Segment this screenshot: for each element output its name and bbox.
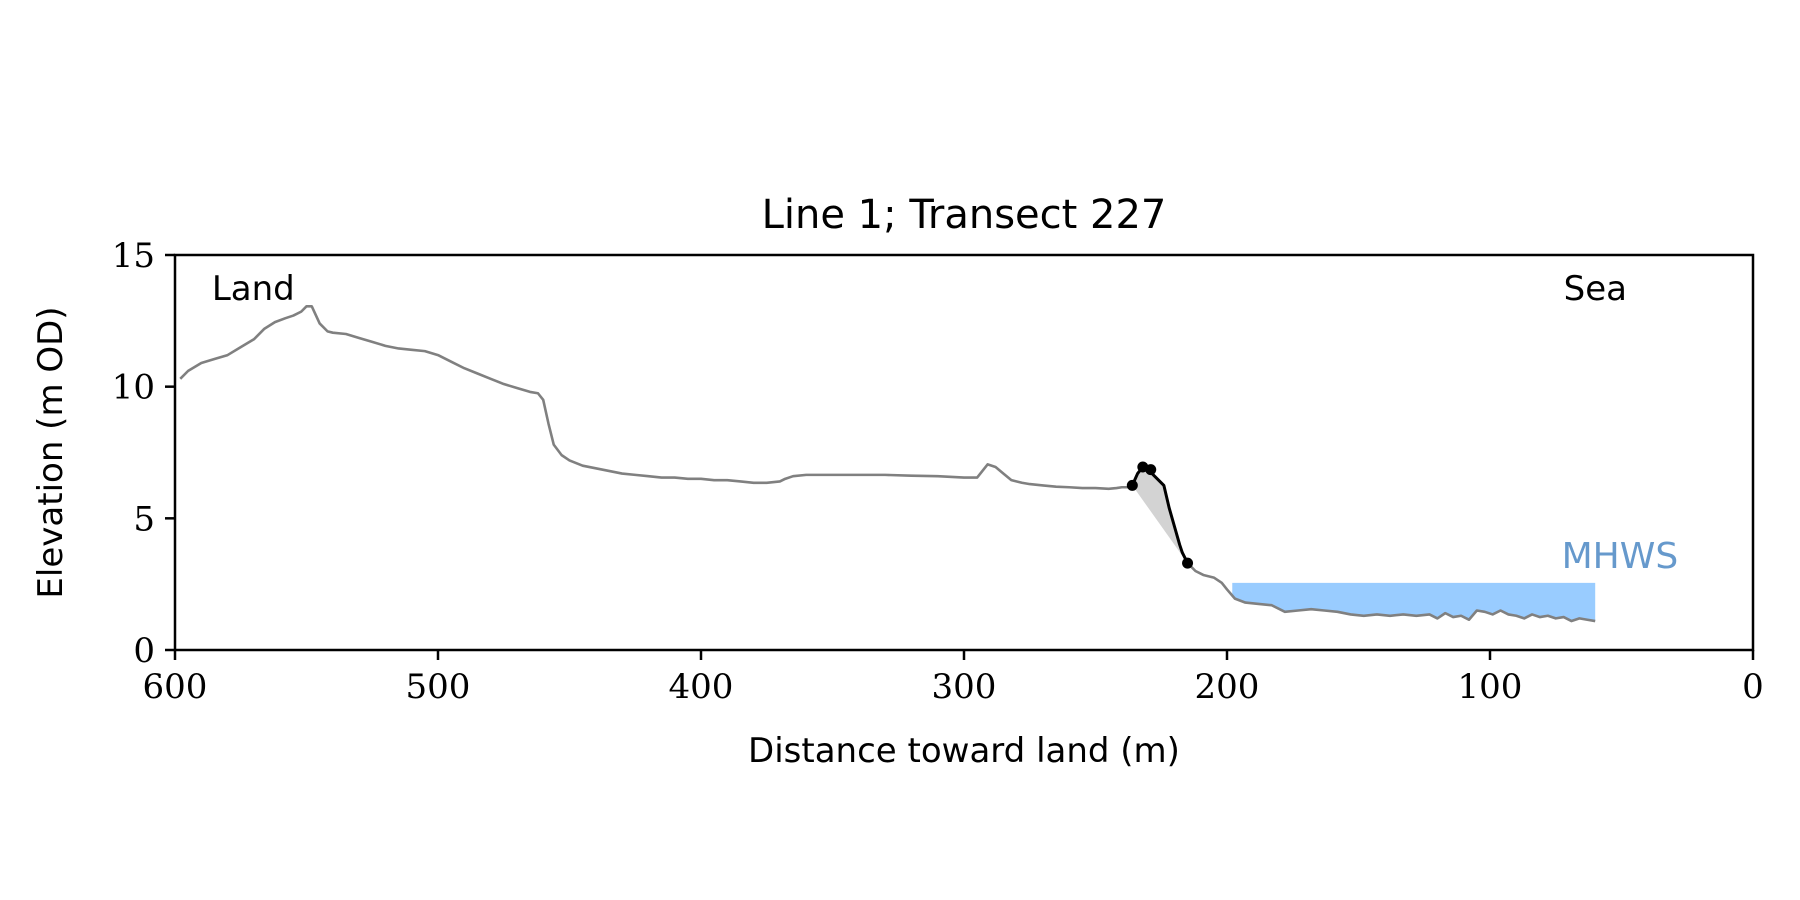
x-tick-label: 300 (932, 667, 997, 707)
cliff-fill (1132, 466, 1188, 564)
y-tick-label: 10 (112, 368, 155, 408)
cliff-point (1126, 479, 1138, 491)
x-tick-label: 100 (1458, 667, 1523, 707)
x-tick-label: 600 (143, 667, 208, 707)
profile-line-landward (179, 305, 1130, 491)
annotation-sea: Sea (1564, 269, 1627, 309)
x-tick-label: 0 (1742, 667, 1764, 707)
y-tick-label: 0 (133, 631, 155, 671)
x-tick-label: 400 (669, 667, 734, 707)
y-axis-label: Elevation (m OD) (31, 306, 71, 598)
x-tick-label: 200 (1195, 667, 1260, 707)
annotation-land: Land (212, 269, 295, 309)
cliff-point (1145, 464, 1157, 476)
axis-ticks: 600 500 400 300 200 100 0 0 5 10 15 (112, 236, 1764, 707)
x-axis-label: Distance toward land (m) (748, 731, 1180, 771)
profile-line-seaward (1186, 562, 1596, 623)
x-tick-label: 500 (406, 667, 471, 707)
plot-area: MHWS Land Sea (179, 269, 1679, 623)
cliff-point (1182, 557, 1194, 569)
y-tick-label: 15 (112, 236, 155, 276)
chart-title: Line 1; Transect 227 (762, 192, 1167, 238)
y-tick-label: 5 (133, 499, 155, 539)
mhws-label: MHWS (1562, 536, 1679, 577)
